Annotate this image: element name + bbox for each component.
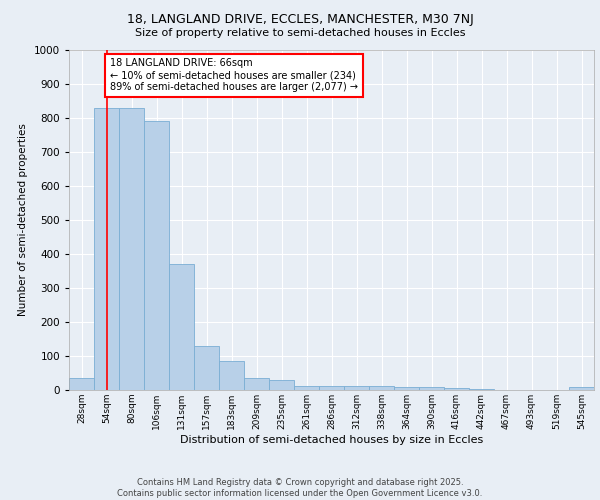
Bar [94, 108, 119, 390]
Bar [419, 388, 444, 390]
Bar [569, 388, 594, 390]
Y-axis label: Number of semi-detached properties: Number of semi-detached properties [18, 124, 28, 316]
Bar [119, 108, 144, 390]
Bar [444, 388, 469, 390]
Bar [469, 389, 494, 390]
Bar [394, 388, 419, 390]
Text: Contains HM Land Registry data © Crown copyright and database right 2025.
Contai: Contains HM Land Registry data © Crown c… [118, 478, 482, 498]
Bar [219, 361, 244, 390]
Bar [369, 386, 394, 390]
Text: 18, LANGLAND DRIVE, ECCLES, MANCHESTER, M30 7NJ: 18, LANGLAND DRIVE, ECCLES, MANCHESTER, … [127, 12, 473, 26]
Bar [244, 378, 269, 390]
Bar [194, 346, 219, 390]
X-axis label: Distribution of semi-detached houses by size in Eccles: Distribution of semi-detached houses by … [180, 434, 483, 444]
Bar [144, 122, 169, 390]
Bar [69, 378, 94, 390]
Bar [169, 264, 194, 390]
Text: Size of property relative to semi-detached houses in Eccles: Size of property relative to semi-detach… [135, 28, 465, 38]
Text: 18 LANGLAND DRIVE: 66sqm
← 10% of semi-detached houses are smaller (234)
89% of : 18 LANGLAND DRIVE: 66sqm ← 10% of semi-d… [110, 58, 358, 92]
Bar [294, 386, 319, 390]
Bar [319, 386, 344, 390]
Bar [344, 386, 369, 390]
Bar [269, 380, 294, 390]
